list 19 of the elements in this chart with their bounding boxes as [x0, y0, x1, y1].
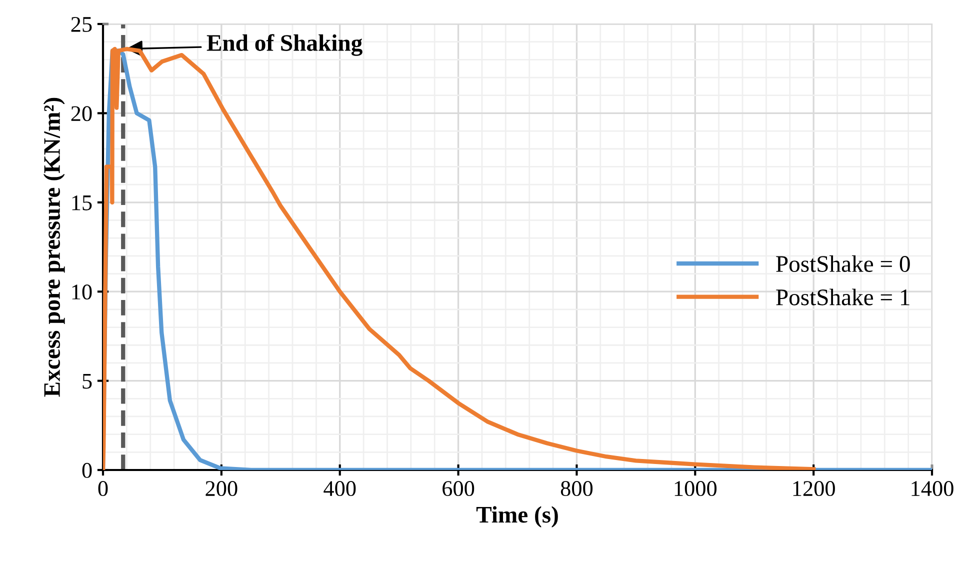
- x-tick-label: 1400: [912, 481, 954, 496]
- legend-label: PostShake = 1: [776, 288, 910, 306]
- y-tick-label: 15: [72, 195, 92, 210]
- y-tick-label: 5: [82, 374, 92, 389]
- annotation: End of Shaking: [206, 34, 362, 56]
- x-tick-label: 200: [206, 481, 238, 496]
- x-tick-label: 400: [324, 481, 356, 496]
- y-tick-label: 0: [82, 462, 92, 478]
- legend-label: PostShake = 0: [776, 255, 910, 272]
- y-tick-label: 20: [71, 106, 92, 122]
- x-tick-label: 600: [442, 481, 474, 496]
- x-tick-label: 0: [98, 481, 108, 496]
- x-tick-label: 1200: [793, 481, 835, 496]
- x-tick-label: 1000: [674, 481, 717, 496]
- y-tick-label: 25: [71, 16, 92, 32]
- x-axis-title: Time (s): [476, 506, 558, 528]
- x-tick-label: 800: [560, 481, 593, 496]
- y-tick-label: 10: [72, 284, 92, 300]
- y-axis-title: Excess pore pressure (KN/m²): [43, 98, 65, 397]
